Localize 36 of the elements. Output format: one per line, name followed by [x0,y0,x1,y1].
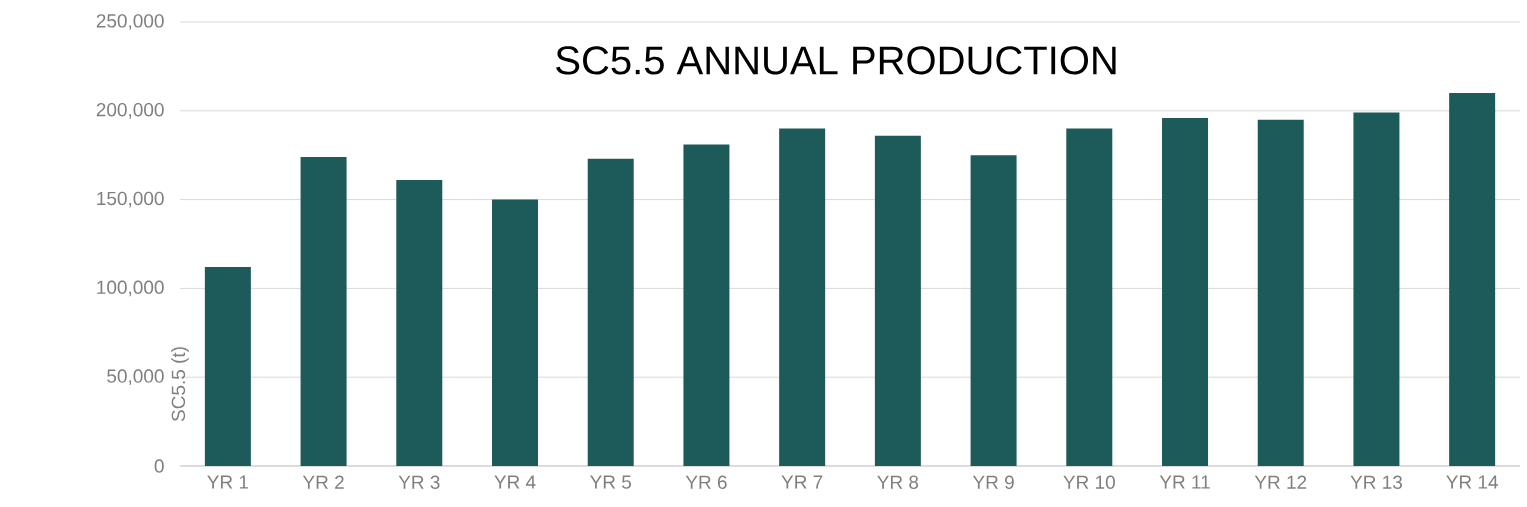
bar [779,128,826,466]
bar [874,135,921,466]
bar [492,199,538,466]
bar [1449,93,1496,466]
bar [1257,119,1304,466]
bar [1353,112,1400,466]
x-tick-label: YR 7 [781,475,823,489]
bar [970,155,1017,466]
x-tick-label: YR 4 [494,475,536,489]
bar [300,156,347,466]
x-tick-label: YR 13 [1350,475,1402,489]
y-tick-label: 200,000 [96,102,164,119]
x-tick-label: YR 9 [972,475,1014,489]
x-tick-label: YR 10 [1063,475,1115,489]
bar [1066,128,1113,466]
x-tick-label: YR 8 [877,475,919,489]
x-tick-label: YR 5 [590,475,632,489]
y-tick-label: 100,000 [97,280,164,297]
bar [204,267,251,466]
y-tick-label: 50,000 [107,369,164,386]
y-tick-label: 250,000 [96,14,164,30]
bar [396,180,443,466]
chart-title: SC5.5 ANNUAL PRODUCTION [556,46,1116,75]
bar [1162,117,1209,466]
x-tick-label: YR 14 [1446,475,1498,489]
y-tick-label: 0 [154,459,164,473]
x-tick-label: YR 1 [207,475,249,489]
y-tick-label: 150,000 [97,191,164,208]
bar [683,144,730,466]
bar [587,158,634,466]
x-tick-label: YR 11 [1159,475,1210,489]
x-tick-label: YR 12 [1254,475,1307,489]
x-tick-label: YR 3 [398,475,440,489]
x-tick-label: YR 6 [685,475,727,489]
y-axis-title: SC5.5 (t) [171,347,189,422]
x-tick-label: YR 2 [302,475,344,489]
